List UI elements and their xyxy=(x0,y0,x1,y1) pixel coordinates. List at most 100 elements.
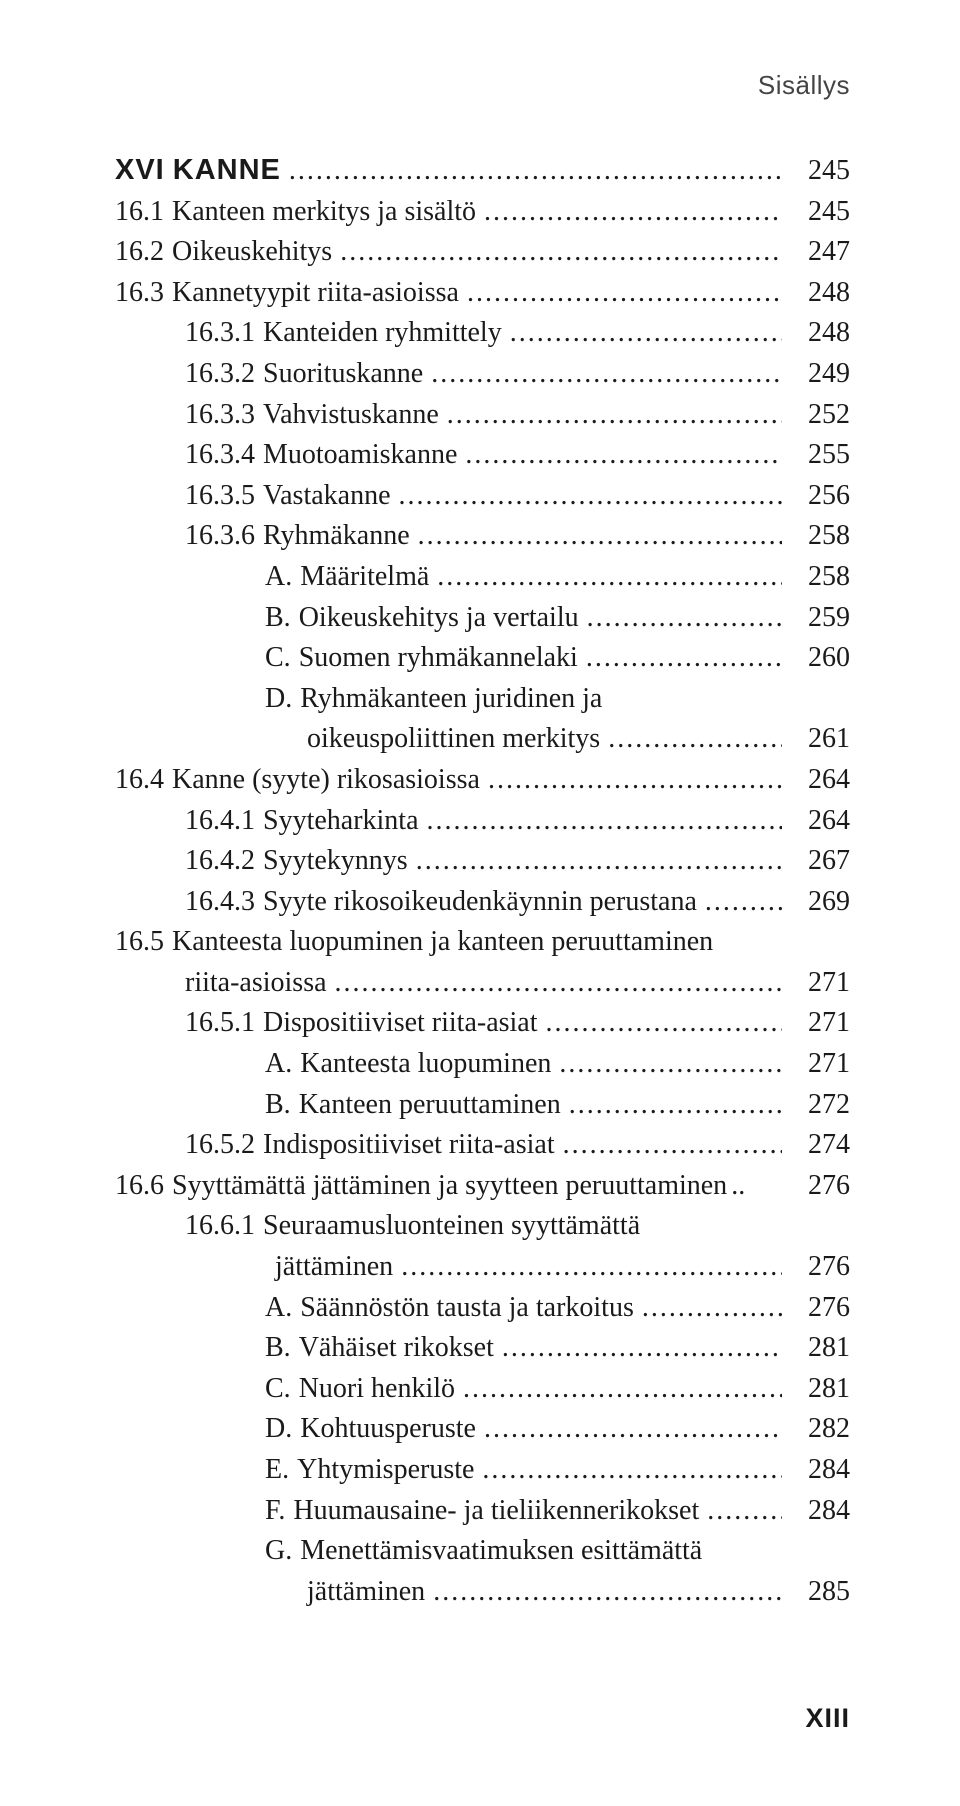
toc-title: Huumausaine- ja tieliikennerikokset xyxy=(293,1491,703,1532)
toc-number: 16.3.6 xyxy=(185,516,263,557)
toc-entry: B.Oikeuskehitys ja vertailu.............… xyxy=(115,598,850,639)
toc-page: 245 xyxy=(782,151,850,192)
toc-title: Suorituskanne xyxy=(263,354,427,395)
toc-title: Seuraamusluonteinen syyttämättä xyxy=(263,1206,644,1247)
toc-title: Syytekynnys xyxy=(263,841,412,882)
toc-leader: ........................................… xyxy=(583,598,782,639)
toc-title: Kohtuusperuste xyxy=(300,1409,480,1450)
toc-page: 245 xyxy=(782,192,850,233)
toc-entry-continuation: jättäminen..............................… xyxy=(115,1572,850,1613)
toc-title: Dispositiiviset riita-asiat xyxy=(263,1003,542,1044)
toc-leader: ........................................… xyxy=(582,638,782,679)
toc-number: B. xyxy=(265,1328,299,1369)
toc-title: Oikeuskehitys xyxy=(172,232,336,273)
toc-number: XVI xyxy=(115,149,173,191)
toc-page: 271 xyxy=(782,1003,850,1044)
toc-number: 16.5 xyxy=(115,922,172,963)
toc-page: 272 xyxy=(782,1085,850,1126)
toc-page: 276 xyxy=(782,1247,850,1288)
toc-title-continuation: jättäminen xyxy=(307,1572,429,1613)
toc-leader: ........................................… xyxy=(423,801,782,842)
toc-entry: 16.1Kanteen merkitys ja sisältö.........… xyxy=(115,192,850,233)
toc-title: Vastakanne xyxy=(263,476,395,517)
toc-leader: ........................................… xyxy=(459,1369,782,1410)
toc-number: 16.5.2 xyxy=(185,1125,263,1166)
toc-leader: ........................................… xyxy=(701,882,782,923)
toc-title: Kanteen merkitys ja sisältö xyxy=(172,192,480,233)
toc-entry: 16.3.5Vastakanne........................… xyxy=(115,476,850,517)
page-folio: XIII xyxy=(805,1703,850,1734)
toc-leader: ........................................… xyxy=(498,1328,782,1369)
toc-number: 16.2 xyxy=(115,232,172,273)
toc-number: E. xyxy=(265,1450,297,1491)
toc-number: A. xyxy=(265,1288,300,1329)
toc-number: 16.6.1 xyxy=(185,1206,263,1247)
toc-leader: ........................................… xyxy=(443,395,782,436)
toc-leader: ........................................… xyxy=(559,1125,782,1166)
toc-number: A. xyxy=(265,557,300,598)
toc-entry: 16.3.1Kanteiden ryhmittely..............… xyxy=(115,313,850,354)
toc-number: B. xyxy=(265,598,299,639)
toc-page: 252 xyxy=(782,395,850,436)
toc-page: 284 xyxy=(782,1450,850,1491)
toc-entry: 16.3Kannetyypit riita-asioissa..........… xyxy=(115,273,850,314)
toc-entry-continuation: oikeuspoliittinen merkitys..............… xyxy=(115,719,850,760)
toc-number: A. xyxy=(265,1044,300,1085)
toc-page: 258 xyxy=(782,516,850,557)
toc-entry: XVIKANNE................................… xyxy=(115,149,850,192)
toc-entry: B.Kanteen peruuttaminen.................… xyxy=(115,1085,850,1126)
toc-entry: F.Huumausaine- ja tieliikennerikokset...… xyxy=(115,1491,850,1532)
toc-number: C. xyxy=(265,638,299,679)
toc-title: Kanteiden ryhmittely xyxy=(263,313,506,354)
toc-number: B. xyxy=(265,1085,299,1126)
toc-entry: C.Nuori henkilö.........................… xyxy=(115,1369,850,1410)
toc-title: Oikeuskehitys ja vertailu xyxy=(299,598,583,639)
page: Sisällys XVIKANNE.......................… xyxy=(0,0,960,1806)
toc-leader: ........................................… xyxy=(604,719,782,760)
toc-leader: ........................................… xyxy=(480,1409,782,1450)
toc-number: 16.5.1 xyxy=(185,1003,263,1044)
toc-leader: ........................................… xyxy=(478,1450,782,1491)
toc-page: 249 xyxy=(782,354,850,395)
toc-entry: 16.5Kanteesta luopuminen ja kanteen peru… xyxy=(115,922,850,963)
toc-number: F. xyxy=(265,1491,293,1532)
toc-title: Syyttämättä jättäminen ja syytteen peruu… xyxy=(172,1166,731,1207)
toc-title: Kanteen peruuttaminen xyxy=(299,1085,565,1126)
toc-entry: G.Menettämisvaatimuksen esittämättä xyxy=(115,1531,850,1572)
toc-entry-continuation: jättäminen..............................… xyxy=(115,1247,850,1288)
toc-title: Ryhmäkanteen juridinen ja xyxy=(300,679,606,720)
toc-title: Muotoamiskanne xyxy=(263,435,461,476)
toc-leader: ........................................… xyxy=(703,1491,782,1532)
toc-page: 281 xyxy=(782,1328,850,1369)
toc-leader: ........................................… xyxy=(480,192,782,233)
toc-leader: .. xyxy=(731,1166,782,1207)
toc-entry: 16.4.3Syyte rikosoikeudenkäynnin perusta… xyxy=(115,882,850,923)
toc-number: D. xyxy=(265,1409,300,1450)
toc-leader: ........................................… xyxy=(331,963,782,1004)
toc-leader: ........................................… xyxy=(506,313,782,354)
toc-page: 248 xyxy=(782,313,850,354)
toc-number: 16.4.1 xyxy=(185,801,263,842)
toc-number: D. xyxy=(265,679,300,720)
toc-number: 16.4 xyxy=(115,760,172,801)
toc-entry: 16.4Kanne (syyte) rikosasioissa.........… xyxy=(115,760,850,801)
toc-entry: C.Suomen ryhmäkannelaki.................… xyxy=(115,638,850,679)
toc-title: Yhtymisperuste xyxy=(297,1450,478,1491)
toc-title-continuation: jättäminen xyxy=(275,1247,397,1288)
toc-page: 284 xyxy=(782,1491,850,1532)
toc-leader: ........................................… xyxy=(461,435,782,476)
toc-title: Kanteesta luopuminen ja kanteen peruutta… xyxy=(172,922,717,963)
toc-leader: ........................................… xyxy=(638,1288,782,1329)
toc-page: 260 xyxy=(782,638,850,679)
toc-page: 259 xyxy=(782,598,850,639)
toc-page: 267 xyxy=(782,841,850,882)
toc-title-continuation: oikeuspoliittinen merkitys xyxy=(307,719,604,760)
toc-leader: ........................................… xyxy=(463,273,782,314)
toc-entry: 16.2Oikeuskehitys.......................… xyxy=(115,232,850,273)
toc-number: G. xyxy=(265,1531,300,1572)
toc-entry: 16.3.3Vahvistuskanne....................… xyxy=(115,395,850,436)
toc-entry: 16.6.1Seuraamusluonteinen syyttämättä xyxy=(115,1206,850,1247)
toc-title: Indispositiiviset riita-asiat xyxy=(263,1125,559,1166)
toc-entry: 16.4.1Syyteharkinta.....................… xyxy=(115,801,850,842)
toc-leader: ........................................… xyxy=(414,516,782,557)
